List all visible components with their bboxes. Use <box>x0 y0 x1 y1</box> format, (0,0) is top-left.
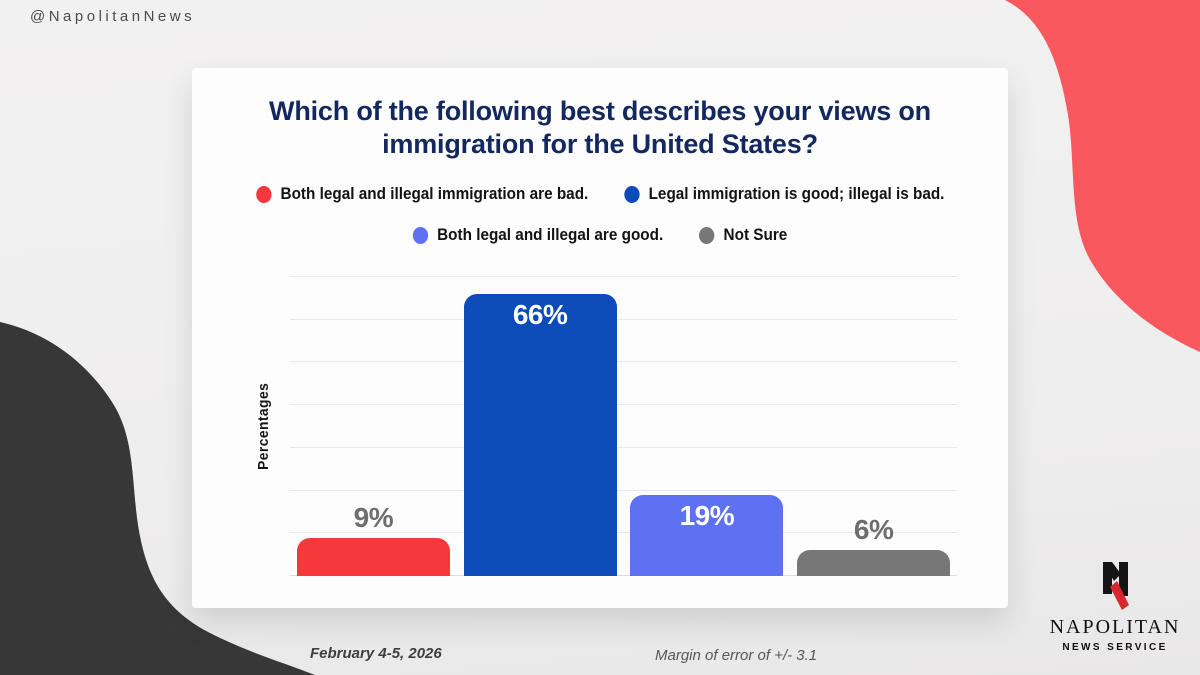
gridline <box>290 318 957 320</box>
x-axis-baseline <box>290 575 957 576</box>
logo-name: NAPOLITAN <box>1049 616 1181 638</box>
gridline <box>290 361 957 363</box>
legend-dot-icon <box>412 226 429 244</box>
legend-row: Both legal and illegal are good. Not Sure <box>412 225 787 245</box>
bar-slot: 9% <box>290 277 457 576</box>
chart-legend: Both legal and illegal immigration are b… <box>192 184 1008 245</box>
gridline <box>290 276 957 277</box>
survey-date: February 4-5, 2026 <box>310 645 442 662</box>
plot-area: 9% 66% 19% 6% <box>290 276 957 576</box>
gridline <box>290 489 957 491</box>
margin-of-error: Margin of error of +/- 3.1 <box>655 647 818 664</box>
social-handle: @NapolitanNews <box>30 8 196 25</box>
bar-1 <box>296 537 450 576</box>
bar-value-label: 66% <box>512 299 568 331</box>
legend-dot-icon <box>699 226 715 244</box>
napolitan-logo: NAPOLITAN NEWS SERVICE <box>1040 560 1190 653</box>
bars-container: 9% 66% 19% 6% <box>290 277 957 576</box>
bar-slot: 6% <box>790 277 957 576</box>
bar-slot: 19% <box>624 277 791 576</box>
legend-label: Legal immigration is good; illegal is ba… <box>648 184 945 203</box>
legend-row: Both legal and illegal immigration are b… <box>255 184 945 204</box>
legend-label: Not Sure <box>723 225 788 244</box>
napolitan-n-icon <box>1103 562 1129 610</box>
bar-3: 19% <box>630 494 784 576</box>
y-axis-label: Percentages <box>254 382 272 471</box>
legend-item: Not Sure <box>699 225 787 245</box>
gridline <box>290 446 957 448</box>
legend-item: Legal immigration is good; illegal is ba… <box>623 184 945 204</box>
bar-2: 66% <box>463 294 617 576</box>
legend-dot-icon <box>623 185 640 203</box>
legend-item: Both legal and illegal immigration are b… <box>255 184 588 204</box>
bar-slot: 66% <box>457 277 624 576</box>
legend-label: Both legal and illegal immigration are b… <box>280 184 588 203</box>
gridline <box>290 532 957 534</box>
legend-item: Both legal and illegal are good. <box>412 225 664 245</box>
bar-value-label: 19% <box>679 499 735 531</box>
y-axis-label-wrap: Percentages <box>250 277 276 576</box>
bar-value-label: 9% <box>353 501 394 533</box>
gridline <box>290 404 957 406</box>
legend-label: Both legal and illegal are good. <box>437 225 664 244</box>
chart-title: Which of the following best describes yo… <box>269 96 931 159</box>
coral-blob-shape <box>1005 0 1200 352</box>
bar-value-label: 6% <box>853 514 894 546</box>
bar-4 <box>797 550 951 576</box>
chart-card: Which of the following best describes yo… <box>192 68 1008 608</box>
logo-tagline: NEWS SERVICE <box>1062 642 1168 653</box>
legend-dot-icon <box>255 185 272 203</box>
